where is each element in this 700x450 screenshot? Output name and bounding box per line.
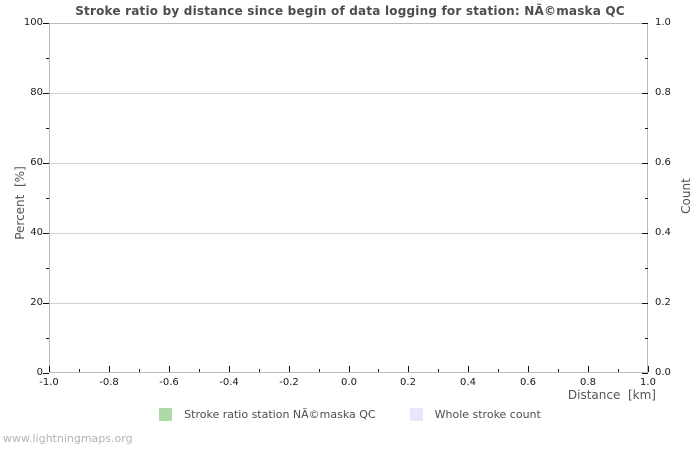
x-major-tick xyxy=(648,366,649,372)
y-right-minor-tick xyxy=(645,268,648,269)
y-left-tick-label: 20 xyxy=(30,297,43,308)
y-left-minor-tick xyxy=(46,338,49,339)
y-right-tick-label: 0.8 xyxy=(655,87,671,98)
x-tick-label: 0.2 xyxy=(400,377,416,388)
y-left-minor-tick xyxy=(46,128,49,129)
x-tick-label: 0.8 xyxy=(580,377,596,388)
y-left-major-tick xyxy=(43,233,49,234)
h-gridline xyxy=(50,233,647,234)
y-left-major-tick xyxy=(43,373,49,374)
x-major-tick xyxy=(468,366,469,372)
x-minor-tick xyxy=(79,369,80,372)
x-minor-tick xyxy=(498,369,499,372)
h-gridline xyxy=(50,93,647,94)
y-left-minor-tick xyxy=(46,58,49,59)
x-tick-label: 0.0 xyxy=(341,377,357,388)
x-minor-tick xyxy=(259,369,260,372)
h-gridline xyxy=(50,163,647,164)
y-left-minor-tick xyxy=(46,198,49,199)
x-major-tick xyxy=(229,366,230,372)
x-tick-label: 0.6 xyxy=(520,377,536,388)
x-major-tick xyxy=(528,366,529,372)
chart-title: Stroke ratio by distance since begin of … xyxy=(75,4,625,18)
y-right-tick-label: 0.4 xyxy=(655,227,671,238)
x-tick-label: -0.6 xyxy=(159,377,179,388)
x-minor-tick xyxy=(199,369,200,372)
y-right-major-tick xyxy=(642,93,648,94)
y-right-major-tick xyxy=(642,373,648,374)
y-right-tick-label: 0.0 xyxy=(655,367,671,378)
legend-label-whole-stroke-count: Whole stroke count xyxy=(434,408,541,421)
y-right-tick-label: 1.0 xyxy=(655,17,671,28)
legend-item-stroke-ratio: Stroke ratio station NÃ©maska QC xyxy=(159,408,376,421)
x-tick-label: 0.4 xyxy=(460,377,476,388)
x-tick-label: 1.0 xyxy=(640,377,656,388)
x-major-tick xyxy=(588,366,589,372)
x-axis-title: Distance [km] xyxy=(567,388,656,402)
x-minor-tick xyxy=(438,369,439,372)
h-gridline xyxy=(50,303,647,304)
legend: Stroke ratio station NÃ©maska QC Whole s… xyxy=(0,408,700,421)
y-right-tick-label: 0.6 xyxy=(655,157,671,168)
x-minor-tick xyxy=(378,369,379,372)
y-left-tick-label: 100 xyxy=(23,17,43,28)
legend-label-stroke-ratio: Stroke ratio station NÃ©maska QC xyxy=(184,408,376,421)
y-axis-left-title: Percent [%] xyxy=(13,166,27,240)
y-right-minor-tick xyxy=(645,128,648,129)
y-left-tick-label: 80 xyxy=(30,87,43,98)
y-axis-right-title: Count xyxy=(679,178,693,214)
y-right-major-tick xyxy=(642,163,648,164)
y-right-minor-tick xyxy=(645,198,648,199)
x-major-tick xyxy=(289,366,290,372)
legend-swatch-green-icon xyxy=(159,408,173,421)
y-right-minor-tick xyxy=(645,338,648,339)
x-tick-label: -0.8 xyxy=(99,377,119,388)
plot-area xyxy=(49,23,648,373)
x-minor-tick xyxy=(558,369,559,372)
y-left-minor-tick xyxy=(46,268,49,269)
y-left-tick-label: 60 xyxy=(30,157,43,168)
x-tick-label: -0.4 xyxy=(219,377,239,388)
legend-item-whole-stroke-count: Whole stroke count xyxy=(409,408,541,421)
x-minor-tick xyxy=(618,369,619,372)
y-left-major-tick xyxy=(43,93,49,94)
y-left-tick-label: 40 xyxy=(30,227,43,238)
y-right-major-tick xyxy=(642,233,648,234)
x-tick-label: -0.2 xyxy=(279,377,299,388)
y-left-major-tick xyxy=(43,23,49,24)
y-right-major-tick xyxy=(642,303,648,304)
x-tick-label: -1.0 xyxy=(39,377,59,388)
x-minor-tick xyxy=(139,369,140,372)
y-right-minor-tick xyxy=(645,58,648,59)
y-left-major-tick xyxy=(43,303,49,304)
x-minor-tick xyxy=(319,369,320,372)
legend-swatch-lavender-icon xyxy=(409,408,423,421)
x-major-tick xyxy=(109,366,110,372)
y-left-tick-label: 0 xyxy=(36,367,43,378)
y-right-major-tick xyxy=(642,23,648,24)
x-major-tick xyxy=(349,366,350,372)
y-right-tick-label: 0.2 xyxy=(655,297,671,308)
y-left-major-tick xyxy=(43,163,49,164)
x-major-tick xyxy=(408,366,409,372)
watermark-link[interactable]: www.lightningmaps.org xyxy=(3,432,133,445)
x-major-tick xyxy=(49,366,50,372)
x-major-tick xyxy=(169,366,170,372)
